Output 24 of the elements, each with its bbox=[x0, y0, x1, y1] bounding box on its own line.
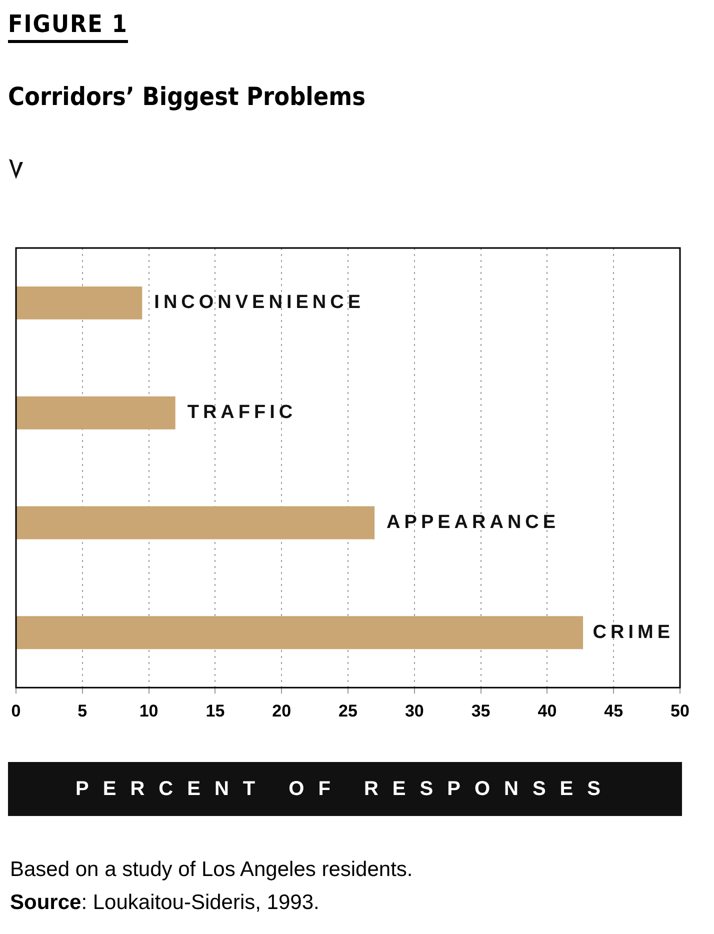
y-tick-label: TRAFFIC bbox=[187, 402, 297, 424]
bar bbox=[16, 506, 375, 540]
y-tick-label: APPEARANCE bbox=[386, 512, 560, 533]
x-tick-label: 15 bbox=[206, 701, 225, 720]
x-tick-label: 35 bbox=[471, 701, 490, 720]
y-tick-label: INCONVENIENCE bbox=[154, 292, 365, 314]
x-axis-title: PERCENT OF RESPONSES bbox=[8, 762, 682, 816]
x-tick-label: 45 bbox=[604, 701, 624, 720]
text: Based on a study of Los Angeles residents. bbox=[10, 858, 413, 882]
x-tick-label: 10 bbox=[139, 701, 158, 720]
x-tick-label: 0 bbox=[11, 701, 21, 720]
x-tick-label: 25 bbox=[338, 701, 358, 720]
y-tick-label: CRIME bbox=[592, 622, 674, 643]
source-note: Source: Loukaitou-Sideris, 1993. bbox=[10, 891, 320, 914]
bar bbox=[16, 396, 176, 430]
chart-subtitle: Corridors’ Biggest Problems bbox=[8, 82, 366, 111]
x-tick-label: 5 bbox=[78, 701, 88, 720]
bar bbox=[16, 286, 142, 320]
bar bbox=[16, 616, 584, 650]
x-tick-label: 40 bbox=[538, 701, 557, 720]
x-tick-label: 30 bbox=[404, 701, 424, 720]
x-tick-label: 20 bbox=[272, 701, 292, 720]
chart-title: FIGURE 1 bbox=[8, 10, 128, 43]
x-tick-label: 50 bbox=[670, 701, 690, 720]
